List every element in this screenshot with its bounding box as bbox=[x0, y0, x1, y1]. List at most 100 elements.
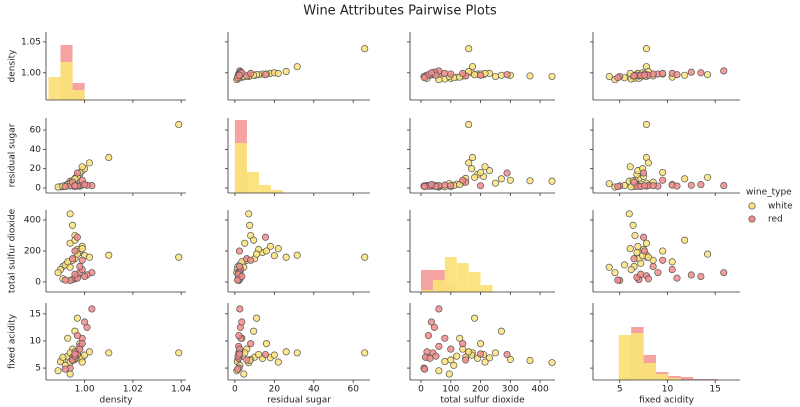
point bbox=[274, 358, 282, 366]
point bbox=[250, 236, 258, 244]
hist-bar bbox=[693, 379, 706, 380]
point bbox=[477, 350, 485, 358]
point bbox=[85, 253, 93, 261]
point bbox=[71, 350, 79, 358]
point bbox=[432, 352, 440, 360]
x-tick-label: 1.04 bbox=[171, 385, 191, 395]
hist-bar bbox=[643, 363, 656, 380]
x-tick-label: 40 bbox=[308, 385, 320, 395]
panel: 5 10 15 bbox=[590, 303, 740, 395]
point bbox=[71, 247, 79, 255]
point bbox=[105, 153, 113, 162]
point bbox=[605, 72, 613, 81]
point bbox=[503, 71, 511, 79]
legend-label: white bbox=[768, 202, 793, 212]
point bbox=[66, 210, 74, 218]
hist-bar bbox=[246, 172, 259, 193]
point bbox=[605, 263, 613, 271]
point bbox=[447, 345, 455, 353]
point bbox=[654, 269, 662, 277]
point bbox=[640, 182, 649, 190]
point bbox=[245, 210, 253, 218]
point bbox=[477, 340, 485, 348]
point bbox=[471, 71, 479, 79]
point bbox=[668, 258, 676, 266]
point bbox=[640, 169, 648, 177]
point bbox=[497, 327, 505, 335]
point bbox=[435, 305, 443, 313]
x-axis-label: density bbox=[100, 396, 134, 406]
point bbox=[247, 69, 255, 77]
point bbox=[485, 167, 494, 175]
point bbox=[427, 69, 435, 77]
point bbox=[720, 182, 728, 190]
y-axis-label: total sulfur dioxide bbox=[8, 208, 18, 293]
point bbox=[274, 69, 282, 77]
point bbox=[270, 351, 278, 359]
point bbox=[266, 242, 274, 250]
point bbox=[236, 262, 244, 271]
point bbox=[238, 272, 246, 281]
y-tick-label: 5 bbox=[35, 364, 41, 374]
point bbox=[642, 120, 651, 129]
point bbox=[73, 169, 81, 177]
hist-bar bbox=[432, 280, 445, 292]
point bbox=[506, 355, 514, 363]
point bbox=[477, 168, 485, 177]
point bbox=[261, 71, 270, 79]
point bbox=[76, 262, 84, 271]
y-tick-label: 20 bbox=[30, 164, 42, 174]
point bbox=[175, 253, 183, 261]
hist-bar bbox=[618, 335, 632, 380]
point bbox=[697, 181, 705, 189]
point bbox=[640, 233, 648, 241]
point bbox=[640, 247, 649, 255]
point bbox=[282, 253, 290, 261]
point bbox=[78, 358, 86, 366]
hist-bar bbox=[48, 77, 61, 100]
panel bbox=[407, 32, 556, 103]
point bbox=[687, 68, 695, 76]
panel: 0 200 400 bbox=[24, 210, 186, 295]
y-tick-label: 10 bbox=[30, 336, 42, 346]
x-axis-label: fixed acidity bbox=[639, 396, 695, 406]
hist-bar bbox=[705, 379, 719, 380]
point bbox=[293, 251, 301, 259]
point bbox=[175, 120, 183, 129]
point bbox=[465, 348, 473, 356]
point bbox=[426, 354, 434, 362]
chart-title: Wine Attributes Pairwise Plots bbox=[303, 4, 497, 19]
hist-bar bbox=[60, 62, 73, 100]
point bbox=[687, 181, 695, 189]
point bbox=[88, 305, 96, 313]
hist-bar bbox=[480, 285, 493, 292]
point bbox=[441, 358, 449, 366]
point bbox=[659, 176, 667, 184]
panel: 1.00 1.05 bbox=[21, 32, 186, 103]
point bbox=[54, 269, 62, 277]
panel: 0 20 40 60 bbox=[30, 118, 186, 196]
point bbox=[261, 350, 270, 359]
hist-bar bbox=[631, 333, 644, 380]
hist-bar bbox=[656, 374, 669, 380]
point bbox=[73, 314, 81, 322]
point bbox=[673, 182, 681, 190]
panel bbox=[590, 32, 740, 103]
point bbox=[235, 350, 243, 358]
point bbox=[81, 272, 89, 281]
point bbox=[54, 367, 62, 375]
point bbox=[681, 236, 689, 244]
point bbox=[450, 361, 458, 369]
hist-bar bbox=[72, 90, 85, 100]
point bbox=[250, 327, 258, 335]
y-tick-label: 1.00 bbox=[21, 68, 41, 78]
point bbox=[85, 348, 93, 356]
x-tick-label: 400 bbox=[532, 385, 549, 395]
point bbox=[64, 334, 72, 342]
x-tick-label: 1.00 bbox=[75, 385, 95, 395]
y-tick-label: 60 bbox=[30, 126, 42, 136]
point bbox=[477, 71, 485, 79]
x-axis-label: residual sugar bbox=[267, 396, 331, 406]
y-tick-label: 400 bbox=[24, 216, 41, 226]
point bbox=[78, 340, 86, 348]
